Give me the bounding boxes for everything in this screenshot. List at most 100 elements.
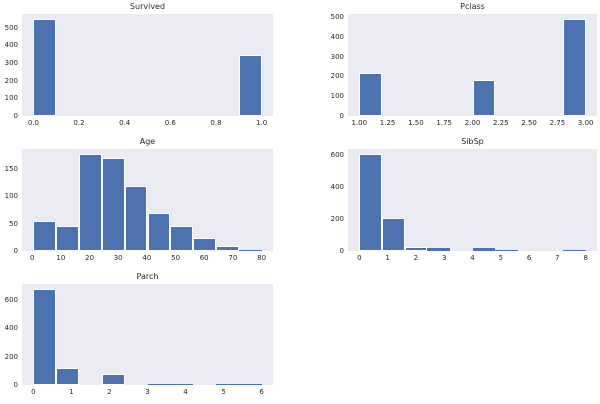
- x-tick-label: 20: [85, 254, 95, 262]
- histogram-bar: [170, 226, 194, 251]
- x-tick-label: 1.75: [436, 119, 452, 127]
- histogram-bar: [563, 250, 586, 251]
- histogram-bar: [238, 384, 262, 385]
- histogram-bar: [33, 221, 57, 251]
- histogram-bar: [495, 250, 518, 251]
- y-tick-label: 500: [4, 23, 18, 32]
- y-tick-label: 0: [13, 381, 18, 389]
- x-tick-label: 8: [583, 254, 588, 262]
- x-tick-label: 2.75: [549, 119, 566, 127]
- subplot-title: Survived: [129, 2, 166, 11]
- y-tick-label: 600: [330, 151, 344, 160]
- histogram-bar: [427, 248, 450, 251]
- y-tick-label: 400: [4, 324, 18, 333]
- x-tick-label: 4: [470, 254, 475, 262]
- x-tick-label: 80: [257, 254, 267, 262]
- x-tick-label: 70: [228, 254, 238, 262]
- subplot-title: Parch: [136, 272, 159, 281]
- x-tick-label: 50: [171, 254, 181, 262]
- histogram-bar: [563, 19, 586, 116]
- histogram-bar: [170, 384, 194, 385]
- x-tick-label: 30: [113, 254, 123, 262]
- y-tick-label: 300: [330, 52, 344, 61]
- plot-area-age: [22, 149, 273, 251]
- histogram-bar: [33, 19, 57, 116]
- x-tick-label: 2.50: [521, 119, 537, 127]
- histogram-bar: [382, 218, 405, 251]
- plot-area-sibsp: [348, 149, 597, 251]
- x-tick-label: 3: [441, 254, 447, 262]
- y-tick-label: 0: [13, 112, 18, 120]
- x-tick-label: 5: [221, 388, 226, 396]
- x-tick-label: 4: [183, 388, 188, 396]
- x-tick-label: 0.6: [164, 119, 176, 127]
- subplot-pclass: Pclass 1.00 1.25 1.50 1.75 2.00 2.25 2.50 2.75 3…: [300, 0, 600, 135]
- plot-area-pclass: [348, 14, 597, 116]
- y-tick-label: 0: [339, 112, 344, 120]
- x-tick-label: 2.25: [493, 119, 509, 127]
- y-tick-label: 200: [4, 352, 18, 361]
- x-tick-label: 0: [29, 254, 35, 262]
- y-tick-label: 100: [4, 94, 18, 103]
- plot-area-parch: [22, 284, 273, 385]
- x-tick-label: 40: [142, 254, 152, 262]
- y-tick-label: 100: [330, 92, 344, 101]
- histogram-bar: [238, 55, 262, 116]
- histogram-bar: [193, 238, 216, 251]
- histogram-bar: [359, 154, 382, 251]
- histogram-bar: [472, 80, 496, 116]
- x-tick-label: 0.8: [210, 119, 222, 127]
- x-tick-label: 1.25: [379, 119, 396, 127]
- plot-area-survived: [22, 14, 273, 116]
- histogram-bar: [56, 368, 79, 385]
- subplot-age: Age 0 10 20 30 40 50 60 70 80 0 50 100 150: [0, 135, 300, 270]
- histogram-bar: [124, 186, 148, 251]
- histogram-bar: [147, 213, 171, 251]
- x-tick-label: 0.4: [119, 119, 131, 127]
- x-tick-label: 3: [145, 388, 150, 396]
- histogram-bar: [359, 73, 382, 116]
- histogram-bar: [472, 248, 496, 251]
- histogram-bar: [404, 247, 428, 251]
- y-tick-label: 150: [4, 164, 18, 173]
- x-tick-label: 60: [199, 254, 209, 262]
- x-tick-label: 1.00: [351, 119, 368, 127]
- x-tick-label: 2: [107, 388, 112, 396]
- x-tick-label: 10: [56, 254, 66, 262]
- y-tick-label: 400: [330, 32, 344, 41]
- x-tick-label: 0.2: [73, 119, 85, 127]
- y-tick-label: 100: [4, 192, 18, 201]
- subplot-parch: Parch 0 1 2 3 4 5 6 0 200 400 600: [0, 270, 300, 404]
- y-tick-label: 200: [330, 215, 344, 223]
- x-tick-label: 0: [357, 254, 362, 262]
- subplot-title: Pclass: [460, 2, 485, 11]
- histogram-bar: [216, 384, 239, 385]
- x-tick-label: 0: [31, 388, 36, 396]
- x-tick-label: 2: [413, 254, 419, 262]
- histogram-bar: [101, 374, 125, 385]
- x-tick-label: 1.0: [256, 119, 268, 127]
- x-tick-label: 6: [259, 388, 264, 396]
- x-tick-label: 2.00: [464, 119, 481, 127]
- histogram-bar: [147, 384, 171, 385]
- subplot-sibsp: SibSp 0 1 2 3 4 5 6 7 8 0 200 400 600: [300, 135, 600, 270]
- x-tick-label: 5: [498, 254, 504, 262]
- x-tick-label: 6: [526, 254, 532, 262]
- histogram-bar: [101, 158, 125, 251]
- x-tick-label: 1: [385, 254, 390, 262]
- y-tick-label: 200: [330, 72, 344, 81]
- y-tick-label: 0: [13, 247, 18, 255]
- y-tick-label: 0: [339, 247, 344, 255]
- subplot-title: SibSp: [461, 137, 484, 146]
- subplot-survived: Survived 0.0 0.2 0.4 0.6 0.8 1.0 0 100 200 300 400…: [0, 0, 300, 135]
- y-tick-label: 400: [330, 183, 344, 192]
- x-tick-label: 1: [69, 388, 74, 396]
- x-tick-label: 1.50: [408, 119, 424, 127]
- y-tick-label: 200: [4, 76, 18, 85]
- histogram-bar: [216, 246, 239, 251]
- y-tick-label: 300: [4, 58, 18, 67]
- subplot-title: Age: [139, 137, 156, 146]
- y-tick-label: 500: [330, 13, 344, 22]
- x-tick-label: 7: [555, 254, 560, 262]
